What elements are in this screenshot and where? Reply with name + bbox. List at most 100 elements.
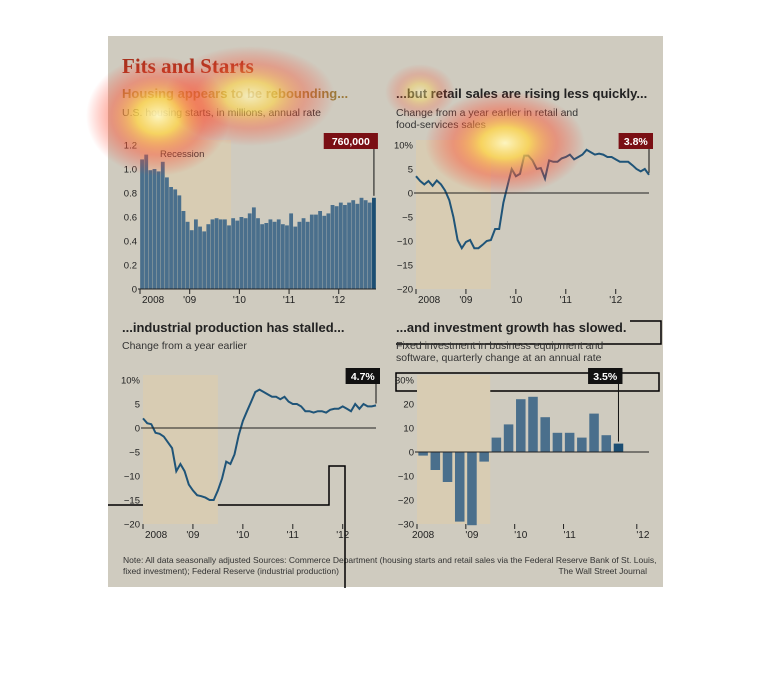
bar xyxy=(156,171,161,289)
bar xyxy=(169,187,173,289)
footer-sources-line1: Sources: Commerce Department (housing st… xyxy=(253,555,656,565)
callout-label: 3.5% xyxy=(593,371,618,383)
y-tick-label: 0.2 xyxy=(124,261,137,272)
bar xyxy=(467,452,477,526)
callout-box xyxy=(618,133,653,149)
bar xyxy=(338,202,343,289)
x-tick-label: '11 xyxy=(560,295,573,306)
bar xyxy=(260,224,265,289)
bar xyxy=(198,226,202,289)
footer-credit: The Wall Street Journal xyxy=(559,566,648,576)
x-tick-label: 2008 xyxy=(145,530,168,541)
y-tick-label: 0.4 xyxy=(124,237,137,248)
bar xyxy=(418,452,428,456)
bar xyxy=(247,213,252,289)
x-tick-label: '10 xyxy=(514,530,527,541)
x-tick-label: '09 xyxy=(183,295,196,306)
bar xyxy=(272,221,277,289)
footer-sources-line2: fixed investment); Federal Reserve (indu… xyxy=(123,566,339,576)
bar xyxy=(454,452,465,522)
callout-box xyxy=(588,368,623,384)
y-tick-label: 30% xyxy=(395,376,415,387)
y-tick-label: 10 xyxy=(403,424,414,435)
x-tick-label: 2008 xyxy=(412,530,435,541)
y-tick-label: −10 xyxy=(124,472,140,483)
bar xyxy=(552,432,563,452)
bar xyxy=(280,224,285,289)
bar xyxy=(222,219,227,289)
x-tick-label: '09 xyxy=(186,530,199,541)
bar xyxy=(148,170,153,289)
y-tick-label: −30 xyxy=(398,520,414,531)
bar xyxy=(189,230,194,289)
heatmap-highlights xyxy=(86,46,585,195)
recession-band xyxy=(143,375,218,524)
bar xyxy=(181,211,186,289)
chart-industrial: ...industrial production has stalled... C… xyxy=(121,320,380,541)
y-tick-label: 0 xyxy=(135,424,140,435)
x-tick-label: '10 xyxy=(509,295,522,306)
bar xyxy=(491,437,502,452)
overlay-stroke-left xyxy=(108,465,346,588)
y-tick-label: −15 xyxy=(397,261,413,272)
bar xyxy=(351,200,356,289)
bar xyxy=(160,161,165,289)
bar xyxy=(268,219,273,289)
bar xyxy=(140,159,144,289)
bar xyxy=(202,231,207,289)
bar xyxy=(564,432,575,452)
y-tick-label: 5 xyxy=(135,400,140,411)
bar xyxy=(330,205,335,289)
bar xyxy=(144,154,149,289)
bar xyxy=(243,218,248,289)
bar xyxy=(206,224,211,289)
bar xyxy=(173,189,178,289)
y-tick-label: −10 xyxy=(398,472,414,483)
x-tick-label: '12 xyxy=(609,295,622,306)
bar xyxy=(218,219,223,289)
bar xyxy=(293,226,298,289)
x-tick-label: '11 xyxy=(563,530,576,541)
bar xyxy=(363,200,368,289)
bar xyxy=(430,452,441,470)
y-tick-label: 0.8 xyxy=(124,189,137,200)
bar xyxy=(264,223,269,289)
bar xyxy=(613,443,624,452)
y-tick-label: 10% xyxy=(394,141,414,152)
bar xyxy=(227,225,231,289)
y-tick-label: −5 xyxy=(129,448,140,459)
bar xyxy=(334,206,339,289)
heat-spot-3 xyxy=(425,91,585,195)
bar xyxy=(326,213,331,289)
chart-subtitle: Fixed investment in business equipment a… xyxy=(396,340,603,364)
bar xyxy=(601,435,612,452)
recession-band xyxy=(417,375,491,524)
overlay-stroke-top-right xyxy=(396,320,662,345)
bar xyxy=(589,413,599,452)
bar xyxy=(577,437,587,452)
bar xyxy=(193,219,198,289)
callout-label: 3.8% xyxy=(624,136,649,148)
bar xyxy=(442,452,453,482)
chart-subtitle: Change from a year earlier xyxy=(122,340,247,352)
bar xyxy=(210,219,215,289)
chart-subtitle-line: Change from a year earlier xyxy=(122,340,247,352)
bar xyxy=(297,221,302,289)
bar xyxy=(528,396,538,452)
x-tick-label: '11 xyxy=(283,295,296,306)
bar xyxy=(347,202,351,289)
bar xyxy=(301,218,306,289)
bar xyxy=(343,205,347,289)
chart-title: ...and investment growth has slowed. xyxy=(396,320,626,335)
y-tick-label: 20 xyxy=(403,400,414,411)
x-tick-label: '12 xyxy=(332,295,345,306)
series-line xyxy=(142,388,377,501)
y-tick-label: −15 xyxy=(124,496,140,507)
bar xyxy=(185,221,190,289)
y-tick-label: 0 xyxy=(408,189,413,200)
bar xyxy=(359,197,364,289)
x-tick-label: '09 xyxy=(465,530,478,541)
bar xyxy=(516,399,526,452)
x-tick-label: '09 xyxy=(459,295,472,306)
footer-note: Note: All data seasonally adjusted xyxy=(123,555,251,565)
